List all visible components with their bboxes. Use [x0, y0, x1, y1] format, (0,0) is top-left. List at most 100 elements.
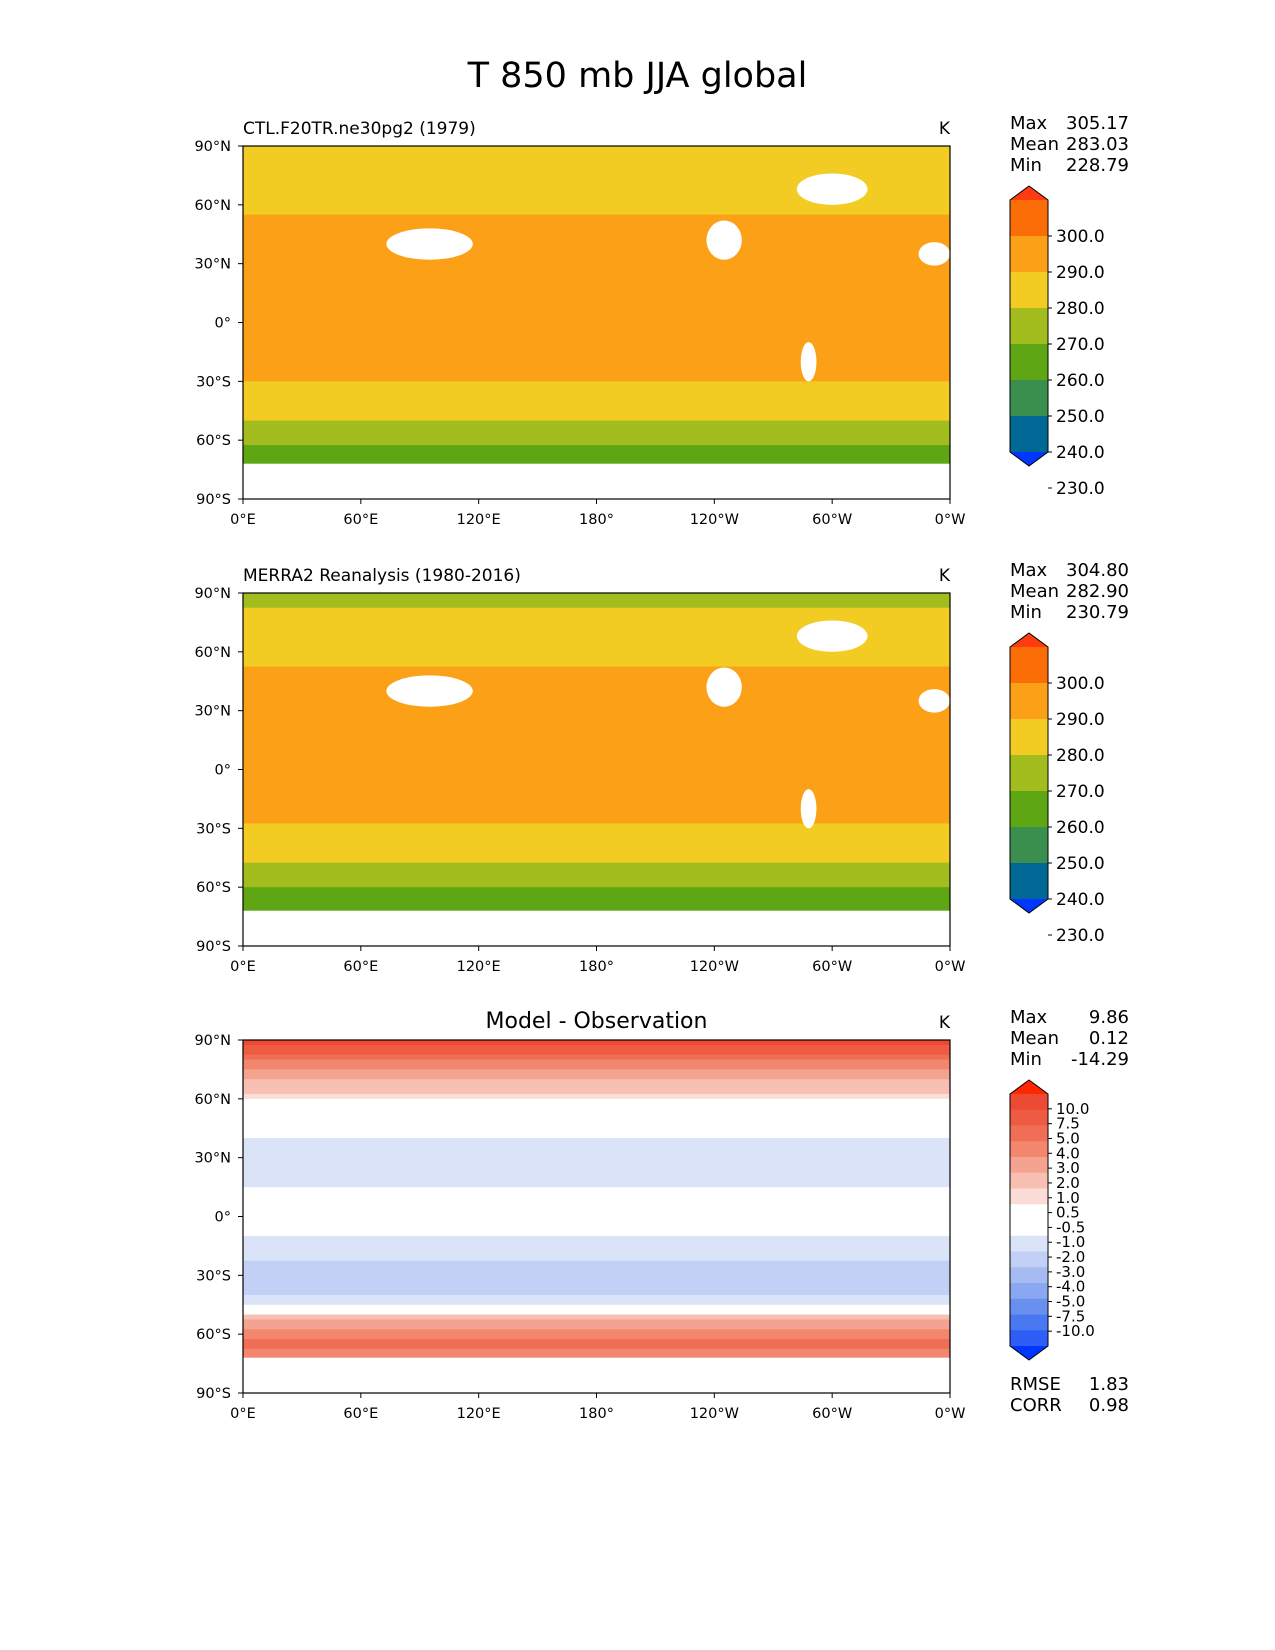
figure-title: T 850 mb JJA global: [467, 56, 808, 96]
colorbar-segment: [1010, 1267, 1048, 1284]
colorbar-outline: [1009, 1079, 1049, 1361]
colorbar-label: 1.0: [1056, 1189, 1080, 1207]
field-band: [243, 1157, 950, 1164]
field-band: [243, 686, 950, 692]
colorbar-segment: [1010, 272, 1048, 309]
colorbar-segment: [1010, 863, 1048, 900]
stat-value: 305.17: [1066, 113, 1129, 134]
missing-data-highland: [386, 228, 473, 260]
field-band: [243, 725, 950, 731]
colorbar-segment: [1010, 1141, 1048, 1158]
field-band: [243, 1226, 950, 1232]
y-tick-label: 60°S: [196, 880, 231, 896]
field-band: [243, 253, 950, 260]
field-band: [243, 1128, 950, 1134]
field-band: [243, 676, 950, 682]
missing-data-highland: [796, 173, 868, 205]
corr-value: 0.98: [1089, 1395, 1129, 1416]
stat-label: Max: [1010, 560, 1048, 581]
field-band: [243, 1064, 950, 1071]
field-band: [243, 656, 950, 663]
field-band: [243, 1191, 950, 1198]
field-band: [243, 1285, 950, 1291]
stat-value: 283.03: [1066, 134, 1129, 155]
field-band: [243, 1339, 950, 1345]
field-band: [243, 1074, 950, 1080]
field-band: [243, 239, 950, 245]
x-tick-label: 180°: [579, 959, 614, 975]
x-tick-label: 120°W: [690, 1406, 739, 1422]
field-band: [243, 180, 950, 186]
field-band: [243, 593, 950, 599]
colorbar-segment: [1010, 1298, 1048, 1315]
colorbar-label: 250.0: [1056, 407, 1105, 427]
missing-data-highland: [800, 789, 817, 829]
y-tick-label: 90°N: [194, 1033, 231, 1049]
field-band: [243, 209, 950, 216]
field-band: [243, 386, 950, 392]
x-tick-label: 0°E: [230, 959, 256, 975]
field-band: [243, 887, 950, 893]
y-tick-label: 30°N: [194, 1151, 231, 1167]
colorbar-segment: [1010, 1235, 1048, 1252]
field-band: [243, 371, 950, 378]
field-band: [243, 823, 950, 829]
field-band: [243, 1275, 950, 1281]
field-band: [243, 244, 950, 250]
field-band: [243, 1172, 950, 1178]
field-band: [243, 632, 950, 638]
missing-data-highland: [800, 342, 817, 382]
field-band: [243, 1201, 950, 1208]
y-tick-label: 60°N: [194, 645, 231, 661]
field-band: [243, 789, 950, 795]
rmse-value: 1.83: [1089, 1374, 1129, 1395]
colorbar-label: -5.0: [1056, 1293, 1085, 1311]
field-band: [243, 440, 950, 446]
colorbar-difference: 10.07.55.04.03.02.01.00.5-0.5-1.0-2.0-3.…: [1009, 1079, 1095, 1361]
y-tick-label: 0°: [215, 316, 231, 332]
field-band: [243, 700, 950, 707]
field-band: [243, 749, 950, 756]
field-band: [243, 430, 950, 436]
stat-value: 230.79: [1066, 602, 1129, 623]
field-band: [243, 1147, 950, 1154]
corr-label: CORR: [1010, 1395, 1062, 1416]
field-band: [243, 906, 950, 913]
field-band: [243, 794, 950, 800]
field-band: [243, 1231, 950, 1237]
field-band: [243, 204, 950, 211]
field-band: [243, 867, 950, 874]
field-band: [243, 1280, 950, 1286]
field-band: [243, 896, 950, 903]
field-band: [243, 1103, 950, 1110]
y-tick-label: 0°: [215, 1210, 231, 1226]
field-band: [243, 1187, 950, 1193]
colorbar-segment: [1010, 791, 1048, 828]
field-band: [243, 1334, 950, 1340]
field-band: [243, 1040, 950, 1046]
field-band: [243, 838, 950, 844]
colorbar-label: -1.0: [1056, 1233, 1085, 1251]
field-band: [243, 651, 950, 658]
y-tick-label: 30°S: [196, 1268, 231, 1284]
field-band: [243, 278, 950, 284]
stat-label: Max: [1010, 113, 1048, 134]
colorbar-label: 7.5: [1056, 1115, 1080, 1133]
colorbar-label: 270.0: [1056, 335, 1105, 355]
panel-title: CTL.F20TR.ne30pg2 (1979): [243, 119, 476, 139]
colorbar-extend-max: [1010, 633, 1048, 647]
panel-reference: MERRA2 Reanalysis (1980-2016) K 0°E 60°E 120…: [194, 560, 1129, 975]
colorbar-segment: [1010, 647, 1048, 684]
colorbar-segment: [1010, 827, 1048, 864]
colorbar-extend-min: [1010, 1346, 1048, 1360]
colorbar-segment: [1010, 308, 1048, 345]
field-band: [243, 710, 950, 717]
colorbar-segment: [1010, 1109, 1048, 1126]
field-band: [243, 302, 950, 309]
colorbar-segment: [1010, 1125, 1048, 1142]
colorbar-segment: [1010, 344, 1048, 381]
field-band: [243, 347, 950, 353]
field-band: [243, 146, 950, 152]
field-band: [243, 1084, 950, 1090]
field-band: [243, 872, 950, 878]
